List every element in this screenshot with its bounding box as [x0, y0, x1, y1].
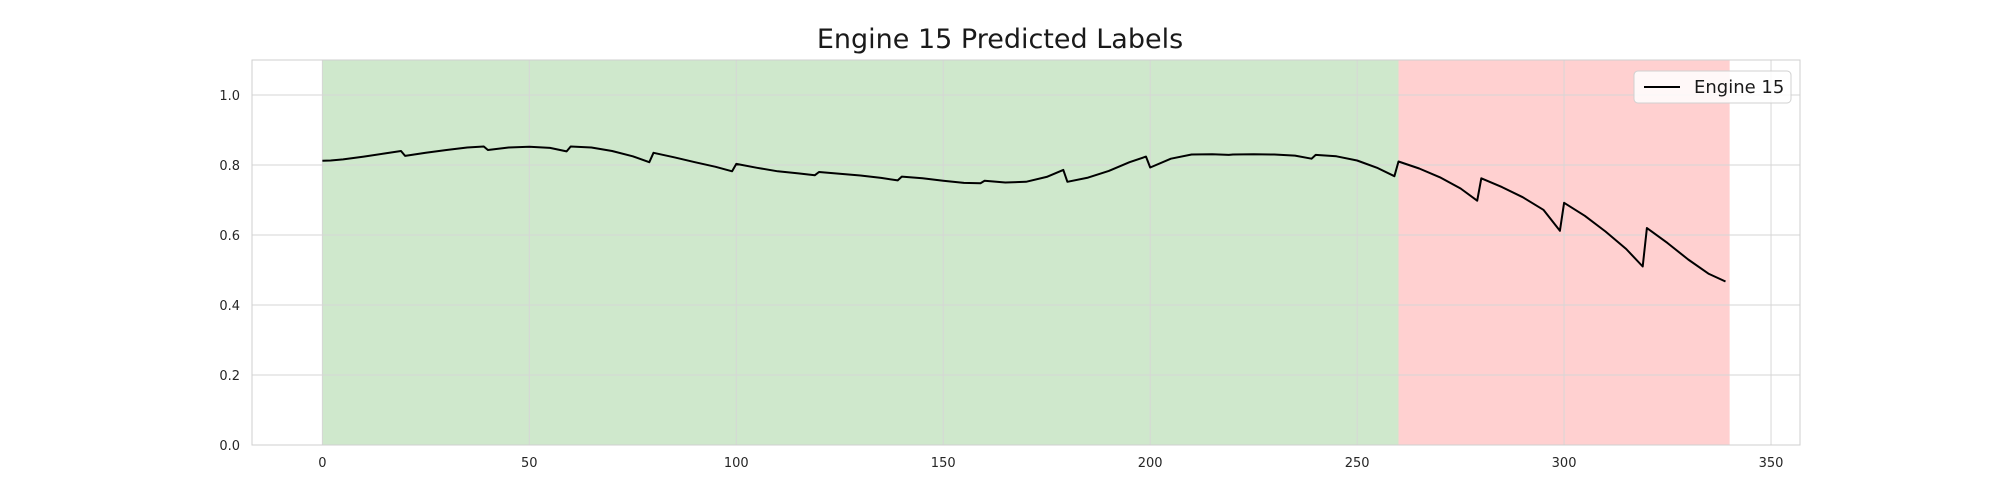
- legend: Engine 15: [1633, 70, 1792, 104]
- y-tick-label: 0.4: [219, 299, 240, 314]
- y-tick-label: 0.2: [219, 369, 240, 384]
- x-tick-label: 250: [1345, 456, 1370, 471]
- y-tick-label: 1.0: [219, 89, 240, 104]
- x-tick-label: 100: [724, 456, 749, 471]
- y-axis-ticks: 0.0 0.2 0.4 0.6 0.8 1.0: [219, 89, 240, 454]
- legend-box: [1633, 70, 1792, 104]
- plot-frame: [251, 59, 1801, 446]
- x-tick-label: 350: [1759, 456, 1784, 471]
- background-band-0: [322, 60, 1399, 445]
- chart-title: Engine 15 Predicted Labels: [816, 24, 1184, 55]
- y-tick-label: 0.8: [219, 159, 240, 174]
- x-tick-label: 0: [318, 456, 326, 471]
- legend-label-engine-15: Engine 15: [1694, 77, 1784, 98]
- x-tick-label: 150: [931, 456, 956, 471]
- x-axis-ticks: 0 50 100 150 200 250 300 350: [318, 456, 1783, 471]
- series-layer: [322, 145, 1726, 283]
- series-line-engine-15: [322, 145, 1726, 283]
- x-tick-label: 50: [521, 456, 538, 471]
- y-tick-label: 0.6: [219, 229, 240, 244]
- y-tick-label: 0.0: [219, 439, 240, 454]
- x-tick-label: 300: [1552, 456, 1577, 471]
- x-tick-label: 200: [1138, 456, 1163, 471]
- background-bands: [322, 60, 1730, 445]
